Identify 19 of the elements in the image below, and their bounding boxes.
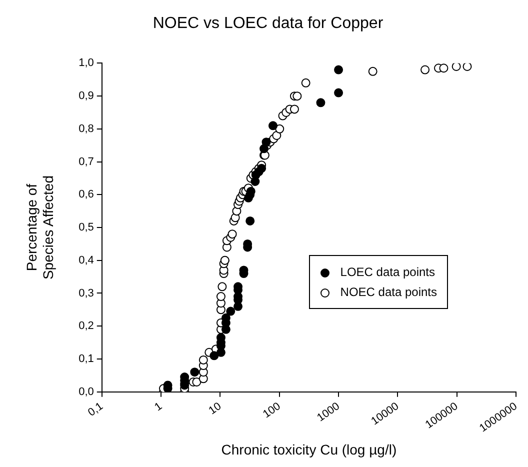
x-tick-label: 100 <box>260 400 283 421</box>
x-axis-title: Chronic toxicity Cu (log µg/l) <box>221 441 397 458</box>
x-tick-label: 1 <box>152 400 165 414</box>
y-tick-label: 1,0 <box>78 57 94 70</box>
y-tick-label: 0,1 <box>78 352 94 365</box>
y-tick-label: 0,7 <box>78 156 94 168</box>
y-tick-label: 0,2 <box>78 320 94 332</box>
y-tick-label: 0,6 <box>78 188 94 201</box>
chart-title: NOEC vs LOEC data for Copper <box>152 15 384 32</box>
legend-label: LOEC data points <box>339 264 436 281</box>
legend-label: NOEC data points <box>339 284 437 301</box>
y-tick-label: 0,3 <box>78 287 94 300</box>
y-tick-label: 0,5 <box>78 222 94 234</box>
y-tick-label: 0,0 <box>78 386 94 398</box>
y-tick-label: 0,9 <box>78 90 94 102</box>
x-tick-label: 10 <box>206 400 224 418</box>
y-axis-title: Percentage of Species Affected <box>23 175 56 280</box>
y-tick-label: 0,4 <box>78 254 94 266</box>
y-tick-label: 0,8 <box>78 122 94 135</box>
